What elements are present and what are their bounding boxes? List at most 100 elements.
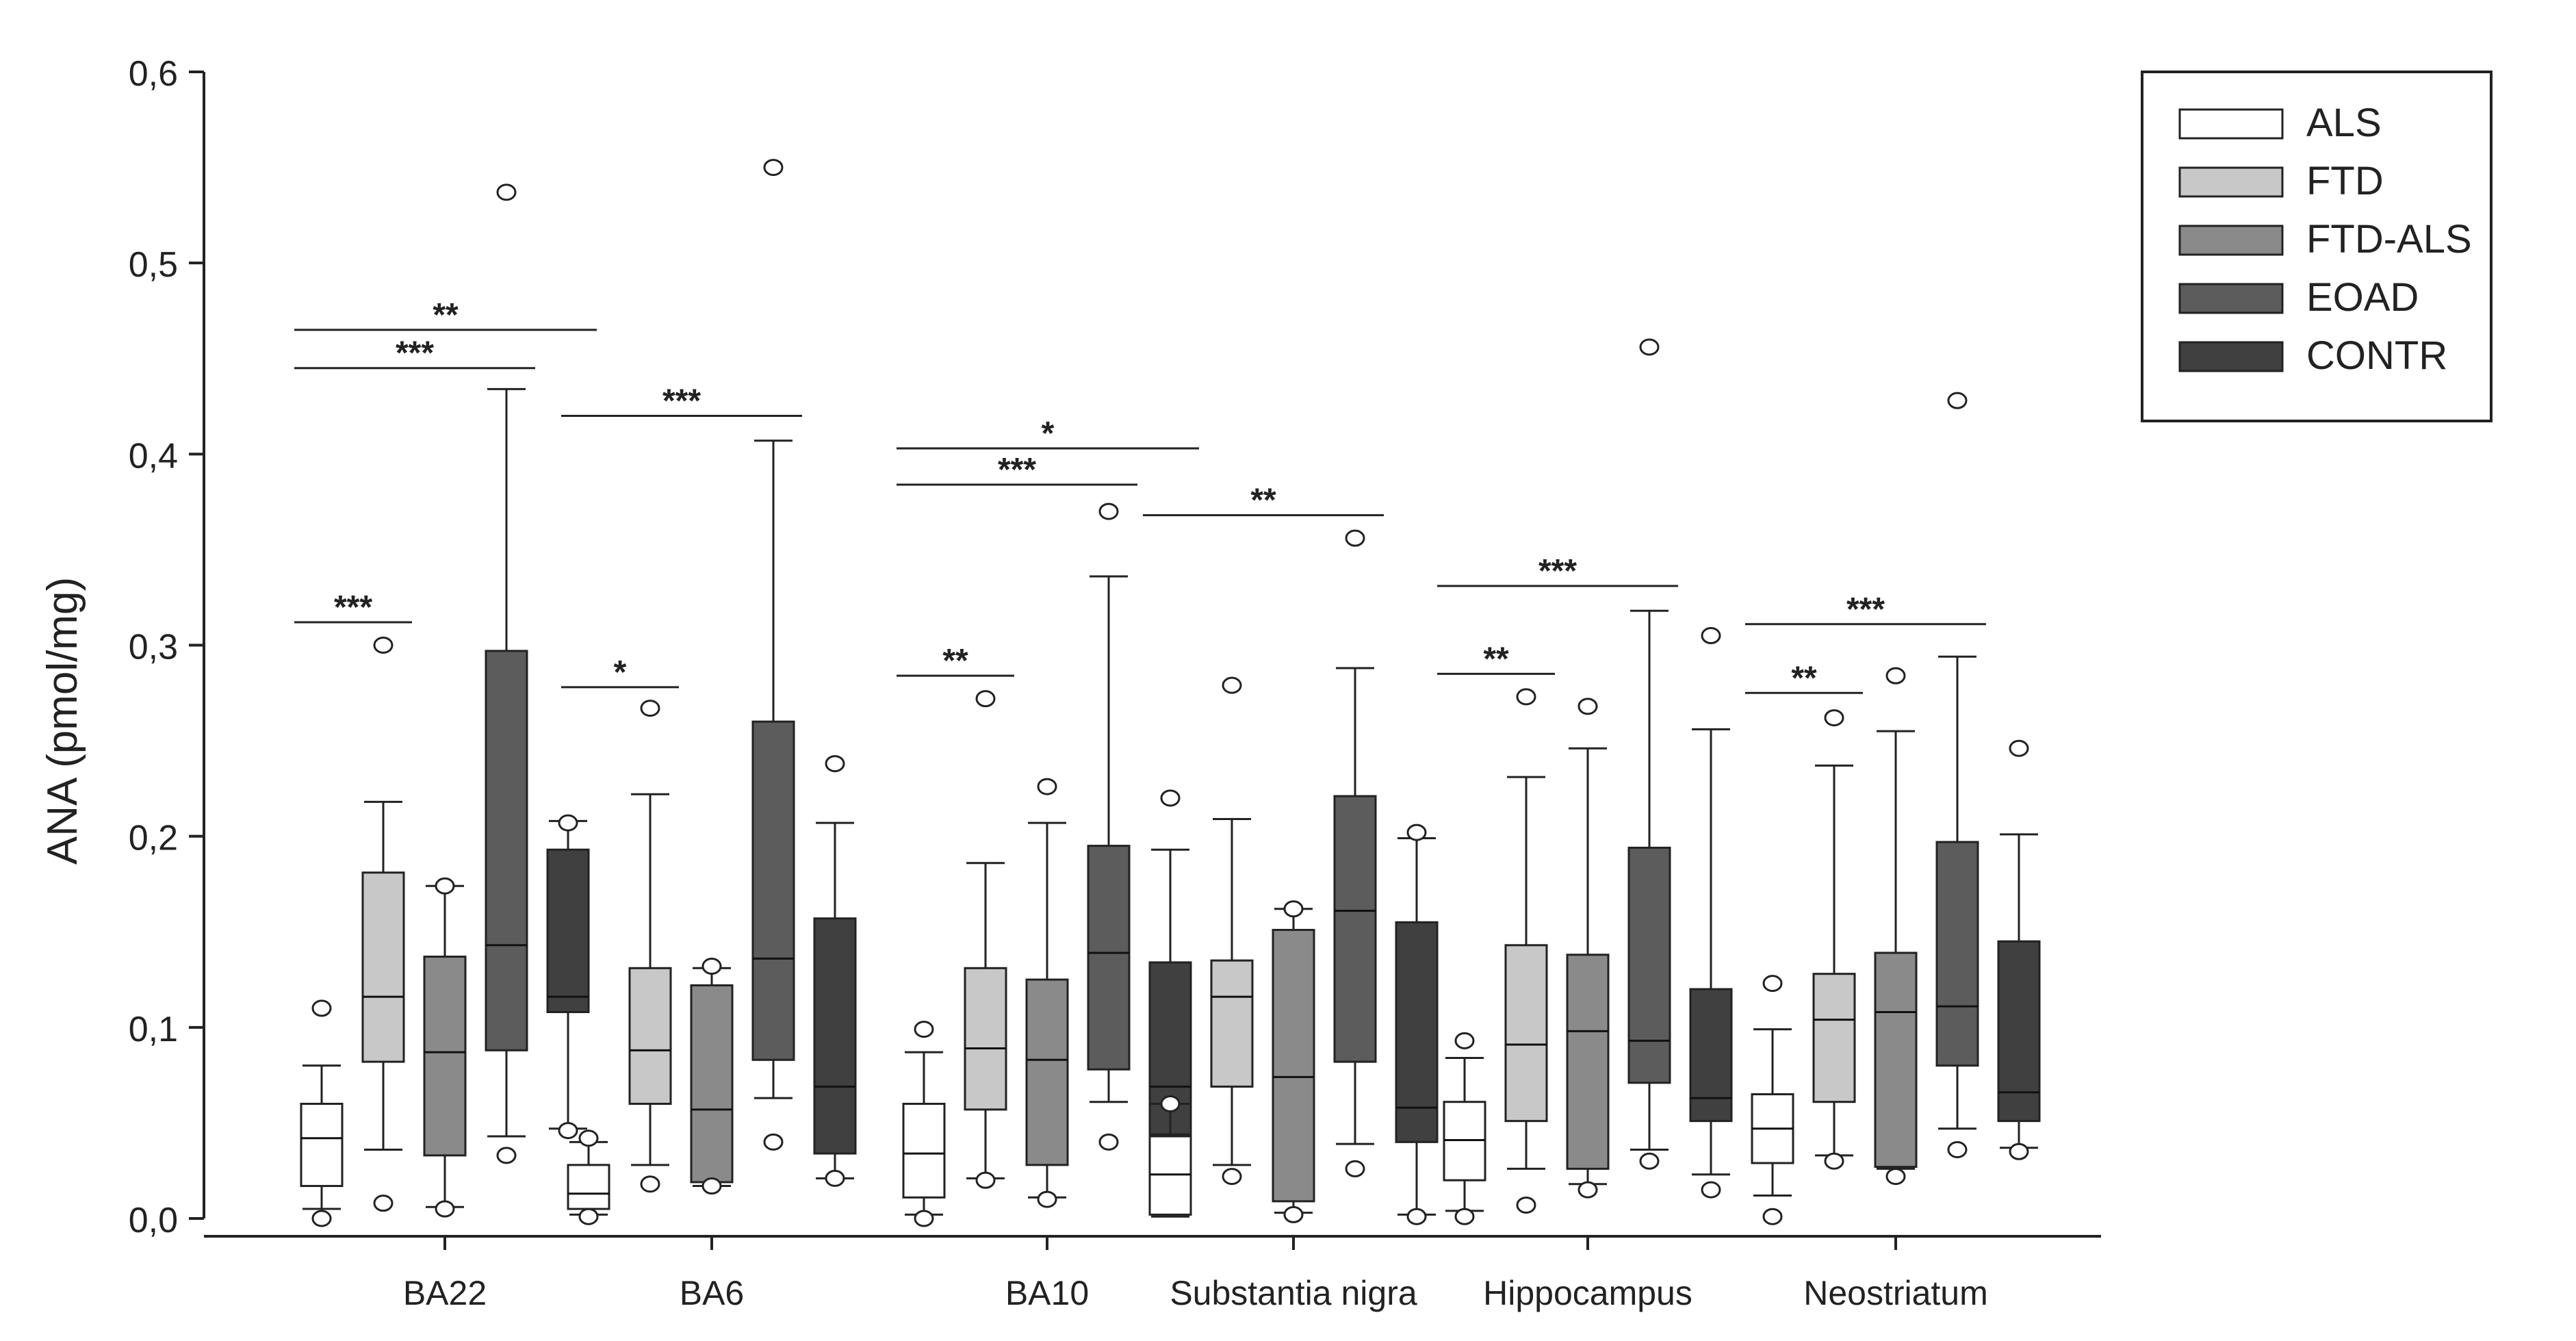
box-ftd-neostriatum bbox=[1812, 709, 1856, 1170]
legend-label-contr: CONTR bbox=[2306, 333, 2447, 378]
significance-label: ** bbox=[433, 297, 459, 333]
x-tick-label: Substantia nigra bbox=[1170, 1274, 1417, 1312]
outlier-point bbox=[2009, 739, 2029, 757]
outlier-point bbox=[1222, 1168, 1242, 1186]
outlier-point bbox=[763, 1133, 784, 1151]
outlier-point bbox=[1406, 823, 1427, 841]
box-iqr bbox=[1087, 845, 1131, 1071]
significance-annotations: ****************************** bbox=[294, 297, 1986, 696]
outlier-point bbox=[558, 814, 578, 832]
box-als-ba6 bbox=[567, 1129, 610, 1225]
y-tick-label: 0,2 bbox=[129, 819, 178, 858]
outlier-point bbox=[975, 690, 996, 708]
outlier-point bbox=[1516, 688, 1536, 706]
legend-swatch-eoad bbox=[2178, 283, 2284, 314]
outlier-point bbox=[1454, 1032, 1475, 1049]
legend-label-ftd-als: FTD-ALS bbox=[2306, 217, 2472, 261]
x-tick-label: Hippocampus bbox=[1483, 1274, 1692, 1312]
outlier-point bbox=[1283, 1205, 1304, 1223]
box-eoad-ba22 bbox=[485, 183, 528, 1164]
box-series bbox=[300, 159, 2041, 1227]
box-als-ba10 bbox=[902, 1021, 946, 1227]
outlier-point bbox=[1516, 1196, 1536, 1214]
x-tick-label: Neostriatum bbox=[1803, 1274, 1988, 1312]
box-iqr bbox=[1504, 944, 1548, 1123]
outlier-point bbox=[311, 999, 332, 1017]
box-iqr bbox=[1566, 954, 1610, 1170]
box-iqr bbox=[1935, 841, 1979, 1067]
box-ftd-ba22 bbox=[361, 637, 405, 1212]
legend-label-ftd: FTD bbox=[2306, 159, 2384, 203]
outlier-point bbox=[496, 1147, 517, 1164]
outlier-point bbox=[1283, 900, 1304, 918]
box-ftd-als-substantia-nigra bbox=[1272, 900, 1315, 1223]
y-tick-label: 0,0 bbox=[129, 1201, 178, 1240]
outlier-point bbox=[640, 700, 660, 717]
outlier-point bbox=[1639, 1152, 1660, 1170]
outlier-point bbox=[311, 1210, 332, 1227]
box-contr-neostriatum bbox=[1997, 739, 2041, 1160]
y-axis: 0,0 0,1 0,2 0,3 0,4 0,5 0,6 bbox=[129, 54, 205, 1240]
legend-swatch-contr bbox=[2178, 341, 2284, 372]
y-tick-label: 0,5 bbox=[129, 245, 178, 285]
outlier-point bbox=[435, 877, 455, 895]
outlier-point bbox=[1160, 789, 1181, 807]
outlier-point bbox=[1701, 1181, 1721, 1199]
significance-label: *** bbox=[998, 452, 1036, 488]
box-iqr bbox=[1210, 959, 1254, 1088]
box-ftd-hippocampus bbox=[1504, 688, 1548, 1214]
outlier-point bbox=[496, 183, 517, 201]
box-iqr bbox=[964, 967, 1007, 1111]
outlier-point bbox=[825, 755, 845, 773]
legend-label-als: ALS bbox=[2306, 101, 2382, 145]
outlier-point bbox=[1762, 975, 1783, 993]
significance-label: ** bbox=[1483, 641, 1509, 677]
box-als-ba22 bbox=[300, 999, 344, 1227]
significance-label: *** bbox=[334, 589, 372, 626]
outlier-point bbox=[1577, 698, 1598, 715]
box-iqr bbox=[690, 984, 734, 1184]
box-contr-ba6 bbox=[813, 755, 857, 1187]
box-iqr bbox=[1812, 973, 1856, 1103]
box-iqr bbox=[361, 871, 405, 1063]
box-ftd-als-ba10 bbox=[1025, 778, 1069, 1208]
outlier-point bbox=[701, 958, 722, 975]
box-eoad-neostriatum bbox=[1935, 392, 1979, 1158]
box-eoad-hippocampus bbox=[1627, 338, 1671, 1170]
box-ftd-als-ba22 bbox=[423, 877, 467, 1218]
outlier-point bbox=[1222, 676, 1242, 694]
outlier-point bbox=[975, 1171, 996, 1189]
box-als-hippocampus bbox=[1443, 1032, 1486, 1225]
outlier-point bbox=[1345, 1160, 1365, 1177]
y-axis-label: ANA (pmol/mg) bbox=[39, 577, 86, 865]
box-als-substantia-nigra bbox=[1148, 1095, 1192, 1218]
outlier-point bbox=[1947, 1141, 1968, 1158]
box-iqr bbox=[1997, 940, 2041, 1123]
outlier-point bbox=[2009, 1142, 2029, 1160]
outlier-point bbox=[373, 637, 394, 654]
box-contr-hippocampus bbox=[1689, 627, 1733, 1199]
box-iqr bbox=[628, 967, 672, 1105]
legend: ALS FTD FTD-ALS EOAD CONTR bbox=[2141, 71, 2493, 422]
box-iqr bbox=[485, 650, 528, 1051]
y-tick-label: 0,4 bbox=[129, 436, 178, 476]
outlier-point bbox=[578, 1129, 599, 1147]
outlier-point bbox=[1639, 338, 1660, 356]
outlier-point bbox=[701, 1177, 722, 1195]
significance-label: *** bbox=[1538, 553, 1577, 589]
box-iqr bbox=[1627, 846, 1671, 1084]
y-tick-label: 0,1 bbox=[129, 1010, 178, 1049]
box-ftd-substantia-nigra bbox=[1210, 676, 1254, 1186]
legend-swatch-ftd bbox=[2178, 166, 2284, 198]
box-iqr bbox=[546, 848, 590, 1014]
outlier-point bbox=[914, 1021, 934, 1038]
legend-swatch-ftd-als bbox=[2178, 225, 2284, 256]
outlier-point bbox=[1098, 1133, 1119, 1151]
outlier-point bbox=[435, 1200, 455, 1218]
box-ftd-als-hippocampus bbox=[1566, 698, 1610, 1199]
box-iqr bbox=[567, 1164, 610, 1210]
x-tick-label: BA10 bbox=[1005, 1274, 1089, 1312]
outlier-point bbox=[1701, 627, 1721, 645]
box-ftd-als-neostriatum bbox=[1874, 667, 1918, 1186]
